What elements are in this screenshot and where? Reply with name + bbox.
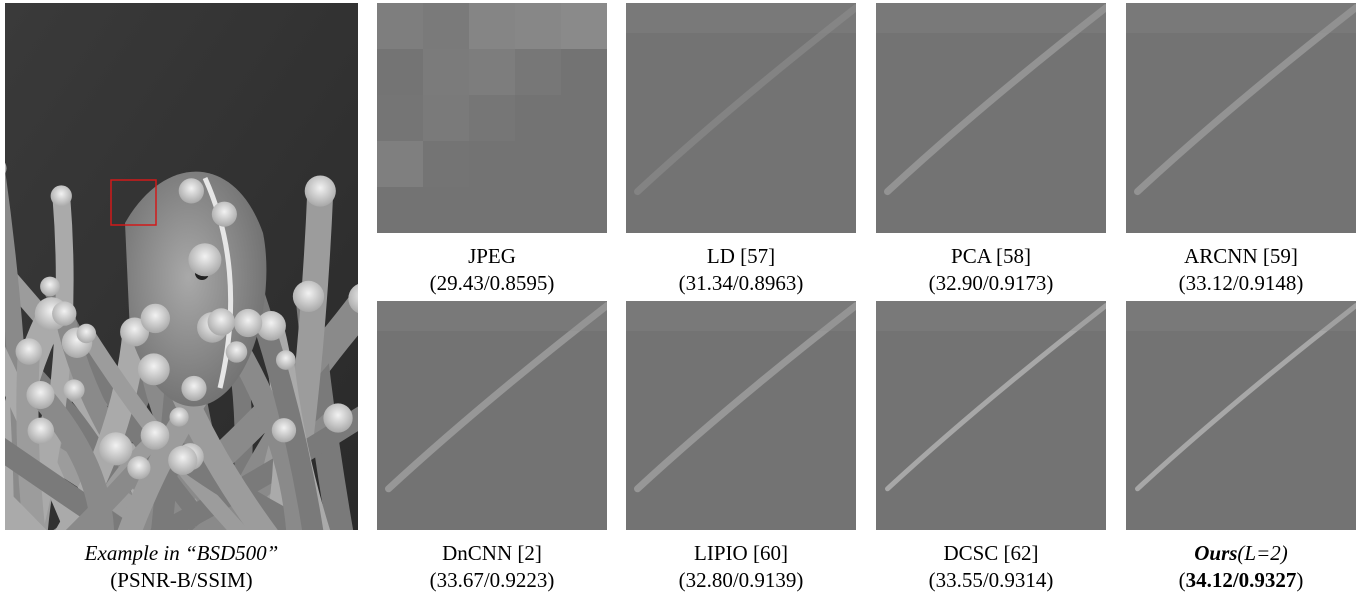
crop-ld [626, 3, 856, 233]
method-label: DCSC [62] [943, 541, 1039, 565]
metric-label: (34.12/0.9327) [1178, 568, 1304, 592]
jpeg-block [515, 3, 561, 49]
jpeg-block [423, 49, 469, 95]
caption-dncnn: DnCNN [2] (33.67/0.9223) [377, 540, 607, 594]
caption-ours: Ours(L=2) (34.12/0.9327) [1126, 540, 1356, 594]
overview-caption-title: Example in “BSD500” [84, 541, 279, 565]
tentacle-tip [225, 341, 248, 363]
crop-arcnn [1126, 3, 1356, 233]
metric-label: (33.67/0.9223) [429, 568, 555, 592]
tentacle-tip [256, 311, 286, 341]
caption-ld: LD [57] (31.34/0.8963) [626, 243, 856, 297]
crop-ours [1126, 301, 1356, 530]
jpeg-block [469, 49, 515, 95]
metric-label: (32.80/0.9139) [678, 568, 804, 592]
jpeg-block [515, 49, 561, 95]
edge-line [634, 4, 856, 196]
overview-image [5, 3, 358, 530]
tentacle-tip [140, 421, 170, 450]
tentacle-tip [188, 243, 222, 277]
method-label: DnCNN [2] [442, 541, 542, 565]
tentacle-tip [140, 303, 171, 334]
metric-label: (33.55/0.9314) [928, 568, 1054, 592]
tentacle-tip [50, 185, 72, 207]
tentacle-tip [40, 276, 60, 297]
tentacle-tip [63, 379, 85, 401]
caption-dcsc: DCSC [62] (33.55/0.9314) [876, 540, 1106, 594]
tentacle-tip [27, 417, 55, 445]
tentacle-tip [348, 284, 358, 314]
tentacle-tip [26, 380, 55, 410]
tentacle [28, 383, 115, 530]
crop-lipio [626, 301, 856, 530]
edge-line [385, 302, 607, 493]
method-label: LIPIO [60] [694, 541, 788, 565]
tentacle-tip [15, 338, 43, 365]
tentacle-tip [127, 456, 151, 480]
jpeg-block [423, 95, 469, 141]
caption-arcnn: ARCNN [59] (33.12/0.9148) [1126, 243, 1356, 297]
edge-line [884, 4, 1106, 196]
edge-line [1135, 303, 1356, 492]
tentacle-tip [323, 403, 353, 433]
tentacle [16, 340, 46, 530]
tentacle-tip [76, 323, 97, 344]
overview-caption-metric: (PSNR-B/SSIM) [110, 568, 253, 592]
caption-jpeg: JPEG (29.43/0.8595) [377, 243, 607, 297]
jpeg-block [469, 3, 515, 49]
tentacle-tip [99, 432, 133, 466]
method-label: Ours(L=2) [1126, 540, 1356, 567]
highlight-box [110, 179, 157, 226]
tentacle-tip [234, 308, 263, 338]
crop-dcsc [876, 301, 1106, 530]
tentacle-tip [292, 280, 325, 313]
tentacle [5, 487, 47, 530]
tentacle-tip [52, 301, 77, 326]
metric-label: (32.90/0.9173) [928, 271, 1054, 295]
edge-line [634, 302, 856, 493]
metric-label: (31.34/0.8963) [678, 271, 804, 295]
jpeg-block [423, 141, 469, 187]
jpeg-block [469, 95, 515, 141]
edge-line [1134, 4, 1356, 196]
crop-pca [876, 3, 1106, 233]
tentacle-tip [275, 350, 296, 370]
tentacle-tip [211, 201, 237, 227]
caption-lipio: LIPIO [60] (32.80/0.9139) [626, 540, 856, 594]
method-label: ARCNN [59] [1184, 244, 1298, 268]
metric-label: (29.43/0.8595) [429, 271, 555, 295]
method-label: LD [57] [706, 244, 776, 268]
metric-value-best: 34.12/0.9327 [1185, 568, 1297, 592]
metric-label: (33.12/0.9148) [1178, 271, 1304, 295]
tentacle-tip [5, 162, 7, 174]
tentacle-tip [169, 407, 189, 427]
edge-line [885, 303, 1106, 492]
method-param: (L=2) [1237, 541, 1288, 565]
jpeg-block [377, 95, 423, 141]
jpeg-block [377, 49, 423, 95]
method-name: Ours [1194, 541, 1238, 565]
tentacle [5, 438, 133, 530]
jpeg-block [377, 141, 423, 187]
jpeg-block [377, 3, 423, 49]
tentacle-tip [207, 308, 235, 336]
overview-caption: Example in “BSD500” (PSNR-B/SSIM) [5, 540, 358, 594]
jpeg-block [561, 3, 607, 49]
crop-dncnn [377, 301, 607, 530]
tentacle-tip [120, 317, 150, 347]
tentacle-tip [271, 418, 297, 443]
caption-pca: PCA [58] (32.90/0.9173) [876, 243, 1106, 297]
tentacle-tip [181, 375, 207, 402]
method-label: JPEG [468, 244, 516, 268]
tentacle-tip [178, 178, 204, 204]
method-label: PCA [58] [951, 244, 1031, 268]
crop-jpeg [377, 3, 607, 233]
tentacle-tip [168, 445, 198, 476]
tentacle-tip [304, 175, 336, 207]
jpeg-block [423, 3, 469, 49]
tentacle-tip [137, 353, 170, 386]
